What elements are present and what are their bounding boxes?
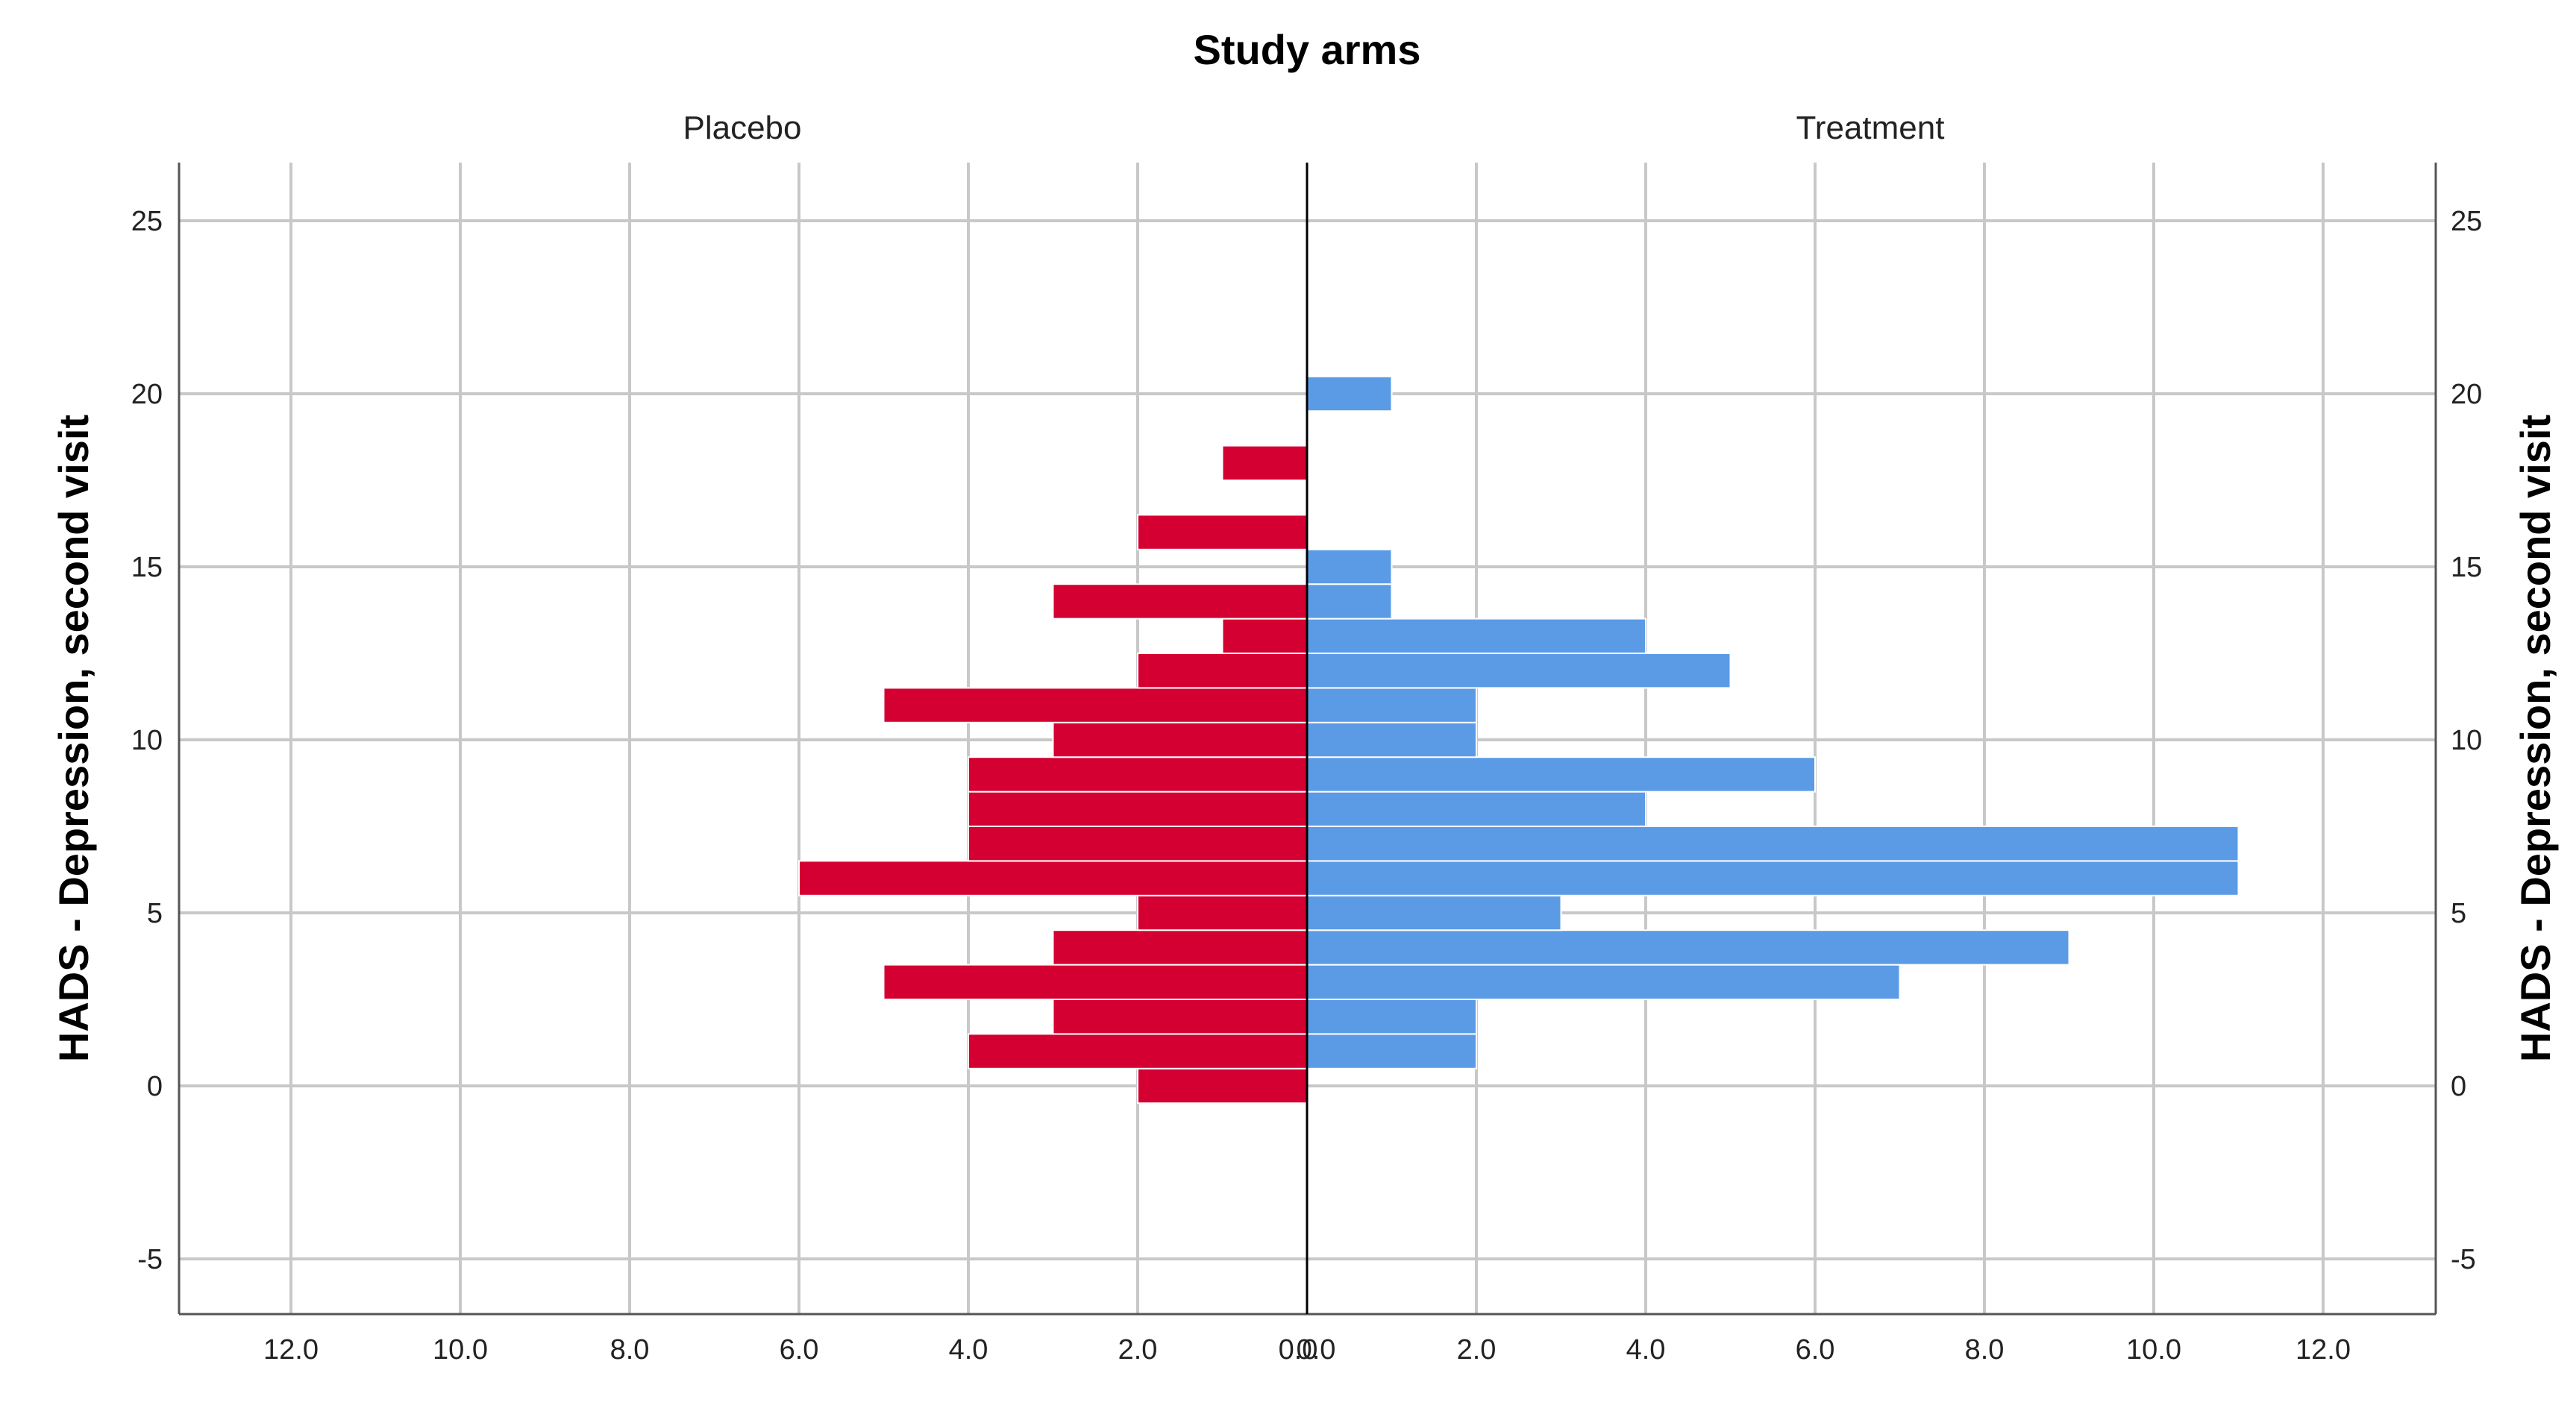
y-tick-label-left: -5	[137, 1244, 163, 1275]
x-tick-label-left: 0.0	[1279, 1334, 1318, 1366]
y-tick-label-left: 0	[147, 1071, 163, 1102]
placebo-bar	[1137, 653, 1308, 689]
y-tick-label-right: 0	[2451, 1071, 2466, 1102]
bars	[798, 375, 2240, 1105]
placebo-bar	[798, 860, 1308, 896]
treatment-bar	[1306, 618, 1646, 654]
treatment-bar	[1306, 687, 1477, 723]
y-tick-label-right: 10	[2451, 725, 2482, 756]
x-tick-label-right: 12.0	[2295, 1334, 2351, 1366]
y-tick-label-left: 25	[131, 206, 163, 237]
x-tick-label-right: 8.0	[1965, 1334, 2005, 1366]
treatment-bar	[1306, 548, 1393, 585]
x-tick-label-left: 12.0	[263, 1334, 319, 1366]
y-tick-label-left: 15	[131, 552, 163, 583]
placebo-bar	[1137, 1067, 1308, 1105]
treatment-bar	[1306, 791, 1646, 827]
chart-title: Study arms	[1194, 26, 1421, 73]
panel-label-placebo: Placebo	[683, 110, 801, 146]
placebo-bar	[1052, 583, 1308, 620]
y-tick-label-right: 5	[2451, 898, 2466, 929]
x-tick-label-right: 2.0	[1457, 1334, 1497, 1366]
placebo-bar	[1052, 999, 1308, 1035]
placebo-bar	[1052, 721, 1308, 758]
treatment-bar	[1306, 721, 1477, 758]
treatment-bar	[1306, 756, 1816, 793]
x-tick-label-left: 2.0	[1118, 1334, 1158, 1366]
x-tick-label-right: 10.0	[2126, 1334, 2181, 1366]
placebo-bar	[968, 826, 1308, 862]
treatment-bar	[1306, 653, 1732, 689]
y-tick-label-right: 15	[2451, 552, 2482, 583]
treatment-bar	[1306, 894, 1562, 932]
treatment-bar	[1306, 375, 1393, 412]
placebo-bar	[1137, 514, 1308, 550]
y-axis-title-right: HADS - Depression, second visit	[2512, 415, 2559, 1062]
tick-labels: 25 25 20 20 15 15 10 10 5 5 0 0 -5 -5 12.0 10.0 8.0 6.0 4.…	[131, 206, 2483, 1366]
placebo-bar	[968, 791, 1308, 827]
placebo-bar	[1137, 894, 1308, 932]
x-tick-label-left: 10.0	[433, 1334, 488, 1366]
y-axis-title-left: HADS - Depression, second visit	[50, 415, 97, 1062]
y-tick-label-left: 20	[131, 379, 163, 410]
treatment-bar	[1306, 999, 1477, 1035]
placebo-bar	[1221, 618, 1308, 654]
placebo-bar	[1052, 929, 1308, 966]
placebo-bar	[968, 756, 1308, 793]
y-tick-label-left: 10	[131, 725, 163, 756]
treatment-bar	[1306, 964, 1901, 1000]
y-tick-label-left: 5	[147, 898, 163, 929]
placebo-bar	[883, 687, 1308, 723]
y-tick-label-right: -5	[2451, 1244, 2476, 1275]
y-tick-label-right: 20	[2451, 379, 2482, 410]
plot-frame	[178, 163, 2437, 1316]
y-tick-label-right: 25	[2451, 206, 2482, 237]
placebo-bar	[1221, 444, 1308, 481]
treatment-bar	[1306, 583, 1393, 620]
x-tick-label-left: 6.0	[780, 1334, 819, 1366]
treatment-bar	[1306, 929, 2070, 966]
x-tick-label-right: 4.0	[1626, 1334, 1666, 1366]
treatment-bar	[1306, 826, 2240, 862]
placebo-bar	[883, 964, 1308, 1000]
x-tick-label-left: 4.0	[949, 1334, 988, 1366]
placebo-bar	[968, 1033, 1308, 1069]
panel-label-treatment: Treatment	[1796, 110, 1945, 146]
x-tick-label-left: 8.0	[610, 1334, 650, 1366]
x-tick-label-right: 6.0	[1796, 1334, 1835, 1366]
x-tick-label-right: 0.0	[1297, 1334, 1336, 1366]
treatment-bar	[1306, 1033, 1477, 1069]
treatment-bar	[1306, 860, 2240, 896]
